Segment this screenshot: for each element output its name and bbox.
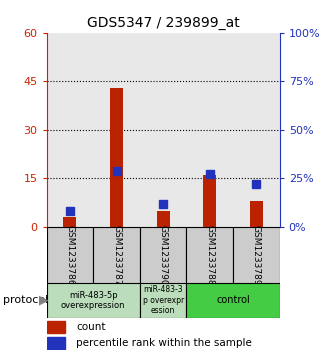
Bar xyxy=(110,88,123,227)
Title: GDS5347 / 239899_at: GDS5347 / 239899_at xyxy=(87,16,239,30)
Bar xyxy=(186,227,233,283)
Bar xyxy=(250,201,263,227)
Text: ▶: ▶ xyxy=(39,294,49,307)
Text: GSM1233786: GSM1233786 xyxy=(65,225,75,285)
Text: count: count xyxy=(76,322,106,332)
Bar xyxy=(47,283,140,318)
Bar xyxy=(47,321,65,333)
Bar xyxy=(63,217,77,227)
Bar xyxy=(47,227,93,283)
Text: GSM1233788: GSM1233788 xyxy=(205,225,214,285)
Bar xyxy=(233,227,280,283)
Bar xyxy=(140,227,186,283)
Text: GSM1233787: GSM1233787 xyxy=(112,225,121,285)
Text: control: control xyxy=(216,295,250,305)
Bar xyxy=(140,283,186,318)
Text: miR-483-5p
overexpression: miR-483-5p overexpression xyxy=(61,291,126,310)
Bar xyxy=(203,175,216,227)
Text: GSM1233790: GSM1233790 xyxy=(159,225,168,285)
Text: protocol: protocol xyxy=(3,295,49,305)
Text: GSM1233789: GSM1233789 xyxy=(252,225,261,285)
Bar xyxy=(186,283,280,318)
Text: miR-483-3
p overexpr
ession: miR-483-3 p overexpr ession xyxy=(143,285,184,315)
Bar xyxy=(157,211,170,227)
Text: percentile rank within the sample: percentile rank within the sample xyxy=(76,338,252,348)
Bar xyxy=(47,337,65,349)
Bar xyxy=(93,227,140,283)
